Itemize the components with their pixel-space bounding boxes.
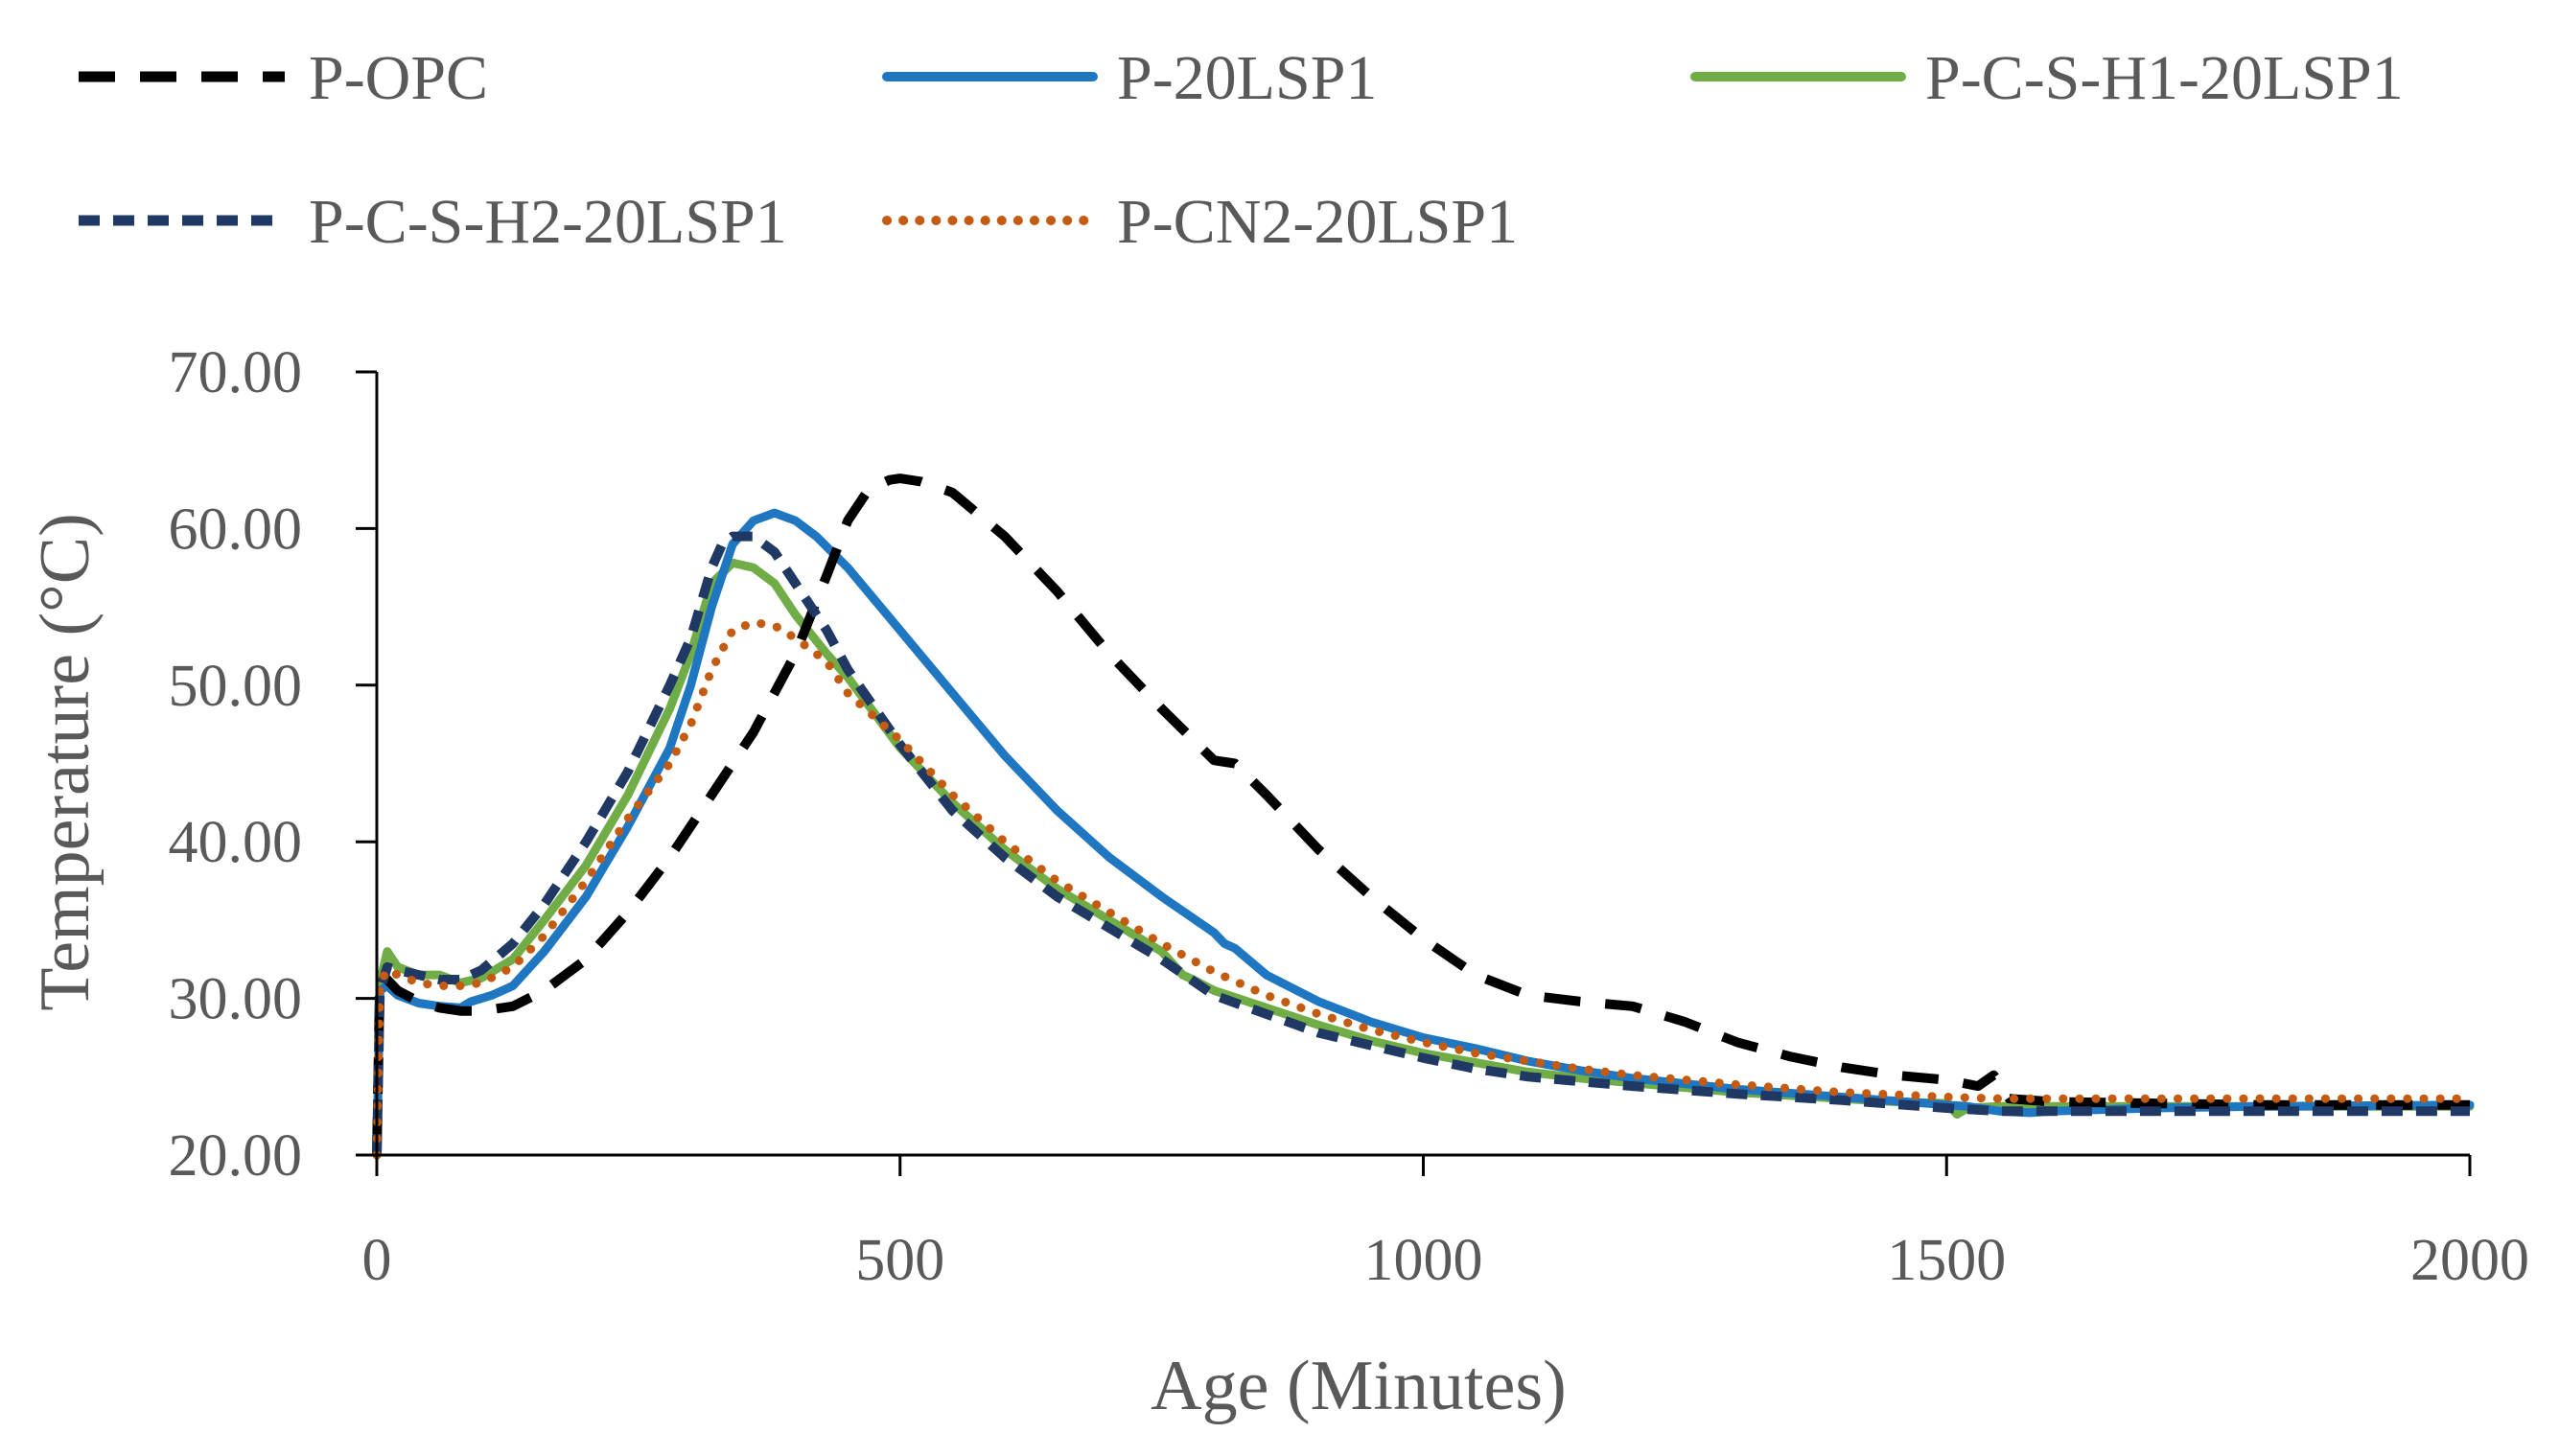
legend-label: P-20LSP1 <box>1117 43 1377 113</box>
y-axis-title: Temperature (°C) <box>26 513 105 1011</box>
series-line-p-opc <box>372 474 2470 1156</box>
legend-label: P-C-S-H1-20LSP1 <box>1925 43 2404 113</box>
series-line-p-c-s-h2-20lsp1 <box>372 531 2470 1156</box>
y-ticks: 20.00 30.00 40.00 50.00 60.00 70.00 <box>169 340 377 1189</box>
legend: P-OPC P-20LSP1 P-C-S-H1-20LSP1 P-C-S-H2-20L… <box>79 43 2404 257</box>
x-tick-label: 1000 <box>1364 1228 1483 1293</box>
x-tick-label: 1500 <box>1887 1228 2006 1293</box>
y-tick-label: 70.00 <box>169 340 303 405</box>
x-tick-label: 500 <box>855 1228 944 1293</box>
legend-label: P-OPC <box>309 43 488 113</box>
y-tick-label: 60.00 <box>169 497 303 562</box>
series-layer <box>372 474 2475 1160</box>
x-tick-label: 0 <box>362 1228 392 1293</box>
x-axis-title: Age (Minutes) <box>1151 1347 1567 1425</box>
x-ticks: 0 500 1000 1500 2000 <box>362 1155 2529 1293</box>
y-tick-label: 20.00 <box>169 1123 303 1189</box>
x-tick-label: 2000 <box>2410 1228 2529 1293</box>
legend-label: P-CN2-20LSP1 <box>1117 187 1518 257</box>
y-tick-label: 40.00 <box>169 810 303 875</box>
y-tick-label: 30.00 <box>169 967 303 1032</box>
y-tick-label: 50.00 <box>169 654 303 719</box>
series-line-p-cn2-20lsp1 <box>372 617 2475 1160</box>
legend-label: P-C-S-H2-20LSP1 <box>309 187 787 257</box>
